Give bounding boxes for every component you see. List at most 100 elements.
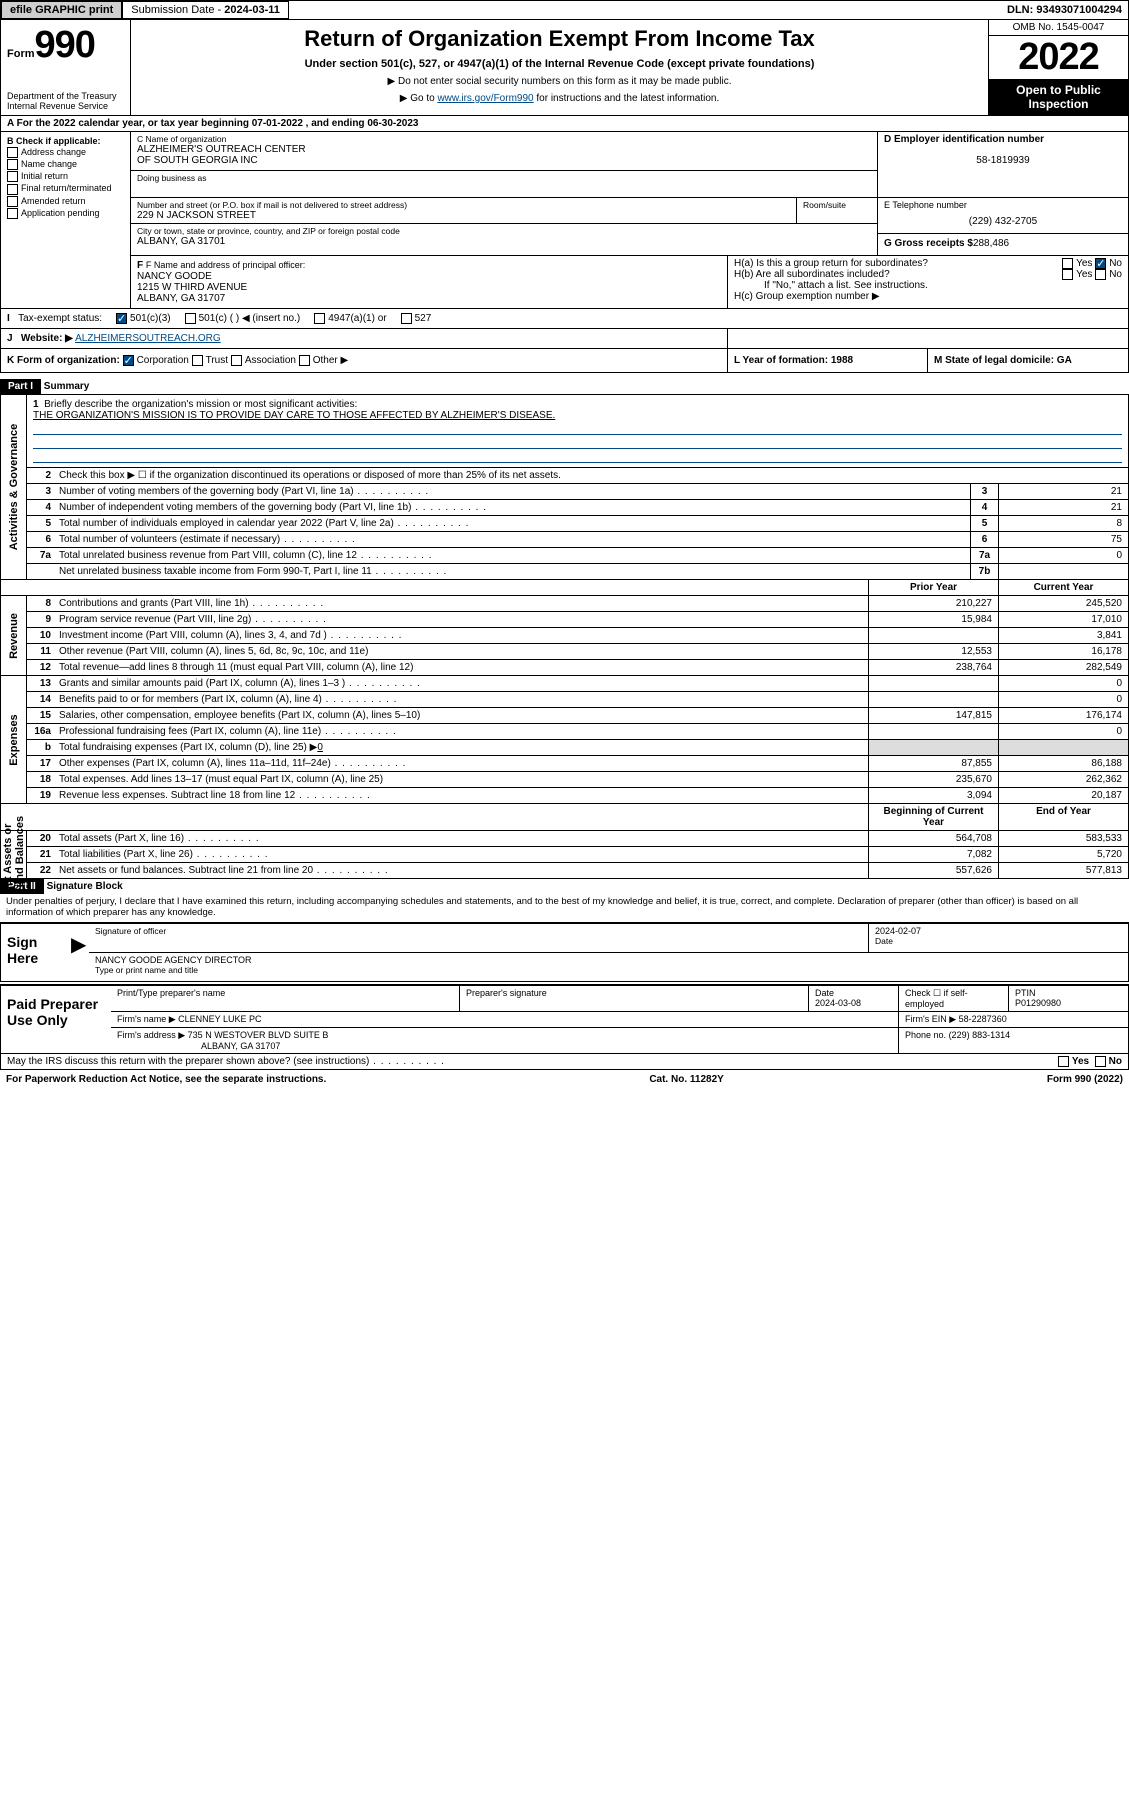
form-no: 990 (35, 24, 95, 66)
form-prefix: Form (7, 48, 35, 60)
hc-value (728, 329, 1128, 348)
p9: 15,984 (868, 612, 998, 627)
c18: 262,362 (998, 772, 1128, 787)
cb-4947[interactable] (314, 313, 325, 324)
v7a: 0 (998, 548, 1128, 563)
form-subtitle: Under section 501(c), 527, or 4947(a)(1)… (141, 58, 978, 70)
discuss-row: May the IRS discuss this return with the… (0, 1054, 1129, 1070)
footer: For Paperwork Reduction Act Notice, see … (0, 1070, 1129, 1089)
q12: Total revenue—add lines 8 through 11 (mu… (55, 660, 868, 675)
p10 (868, 628, 998, 643)
room-label: Room/suite (803, 200, 871, 210)
officer-addr1: 1215 W THIRD AVENUE (137, 282, 721, 293)
efile-print-button[interactable]: efile GRAPHIC print (1, 1, 122, 19)
prep-date: 2024-03-08 (815, 998, 861, 1008)
firm-addr2: ALBANY, GA 31707 (117, 1041, 280, 1051)
cb-name-change[interactable]: Name change (7, 159, 124, 170)
firm-phone-label: Phone no. (905, 1030, 946, 1040)
cb-initial-return[interactable]: Initial return (7, 171, 124, 182)
officer-sig-hint: Signature of officer (95, 926, 862, 936)
dba-label: Doing business as (137, 173, 871, 183)
q9: Program service revenue (Part VIII, line… (55, 612, 868, 627)
q10: Investment income (Part VIII, column (A)… (55, 628, 868, 643)
row-a-tax-year: A For the 2022 calendar year, or tax yea… (0, 116, 1129, 132)
self-emp-hint: Check ☐ if self-employed (905, 988, 968, 1009)
box-c-name: C Name of organization ALZHEIMER'S OUTRE… (131, 132, 878, 197)
ha-no[interactable] (1095, 258, 1106, 269)
c9: 17,010 (998, 612, 1128, 627)
vlabel-governance: Activities & Governance (1, 395, 27, 579)
col-begin: Beginning of Current Year (868, 804, 998, 830)
part1-body: Activities & Governance 1 Briefly descri… (0, 394, 1129, 879)
discuss-yes[interactable] (1058, 1056, 1069, 1067)
p15: 147,815 (868, 708, 998, 723)
v7b (998, 564, 1128, 579)
c14: 0 (998, 692, 1128, 707)
box-c-address: Number and street (or P.O. box if mail i… (131, 198, 878, 255)
box-f: F F Name and address of principal office… (131, 256, 728, 308)
q20: Total assets (Part X, line 16) (55, 831, 868, 846)
cb-final-return[interactable]: Final return/terminated (7, 183, 124, 194)
cb-other[interactable] (299, 355, 310, 366)
gross-receipts-value: 288,486 (973, 238, 1009, 249)
row-i: I Tax-exempt status: 501(c)(3) 501(c) ( … (0, 309, 1129, 329)
q17: Other expenses (Part IX, column (A), lin… (55, 756, 868, 771)
cb-corporation[interactable] (123, 355, 134, 366)
box-b: B Check if applicable: Address change Na… (1, 132, 131, 308)
discuss-label: May the IRS discuss this return with the… (7, 1056, 445, 1067)
org-name-2: OF SOUTH GEORGIA INC (137, 155, 871, 166)
ptin-value: P01290980 (1015, 998, 1061, 1008)
p11: 12,553 (868, 644, 998, 659)
state-domicile: M State of legal domicile: GA (928, 349, 1128, 372)
street-value: 229 N JACKSON STREET (137, 210, 790, 221)
header-right: OMB No. 1545-0047 2022 Open to Public In… (988, 20, 1128, 115)
v5: 8 (998, 516, 1128, 531)
irs-link[interactable]: www.irs.gov/Form990 (437, 93, 533, 104)
row-j: J Website: ▶ ALZHEIMERSOUTREACH.ORG (0, 329, 1129, 349)
p22: 557,626 (868, 863, 998, 878)
firm-addr1: 735 N WESTOVER BLVD SUITE B (188, 1030, 329, 1040)
org-name-label: C Name of organization (137, 134, 871, 144)
website-label: Website: ▶ (21, 333, 73, 344)
website-link[interactable]: ALZHEIMERSOUTREACH.ORG (75, 333, 221, 344)
ha-label: H(a) Is this a group return for subordin… (734, 258, 928, 269)
paid-preparer-block: Paid Preparer Use Only Print/Type prepar… (0, 984, 1129, 1054)
cb-association[interactable] (231, 355, 242, 366)
c12: 282,549 (998, 660, 1128, 675)
hb-yes[interactable] (1062, 269, 1073, 280)
hb-no[interactable] (1095, 269, 1106, 280)
cb-amended-return[interactable]: Amended return (7, 196, 124, 207)
box-e-g: E Telephone number (229) 432-2705 G Gros… (878, 198, 1128, 255)
q19: Revenue less expenses. Subtract line 18 … (55, 788, 868, 803)
col-current: Current Year (998, 580, 1128, 595)
officer-name-title: NANCY GOODE AGENCY DIRECTOR (95, 955, 1122, 965)
cb-501c3[interactable] (116, 313, 127, 324)
c19: 20,187 (998, 788, 1128, 803)
part1-header: Part I Summary (0, 379, 1129, 394)
sec-expenses: Expenses 13Grants and similar amounts pa… (1, 675, 1128, 803)
vlabel-revenue: Revenue (1, 596, 27, 675)
firm-phone: (229) 883-1314 (949, 1030, 1011, 1040)
q5: Total number of individuals employed in … (55, 516, 970, 531)
cb-application-pending[interactable]: Application pending (7, 208, 124, 219)
q22: Net assets or fund balances. Subtract li… (55, 863, 868, 878)
cb-527[interactable] (401, 313, 412, 324)
submission-date: Submission Date - 2024-03-11 (122, 1, 289, 19)
form-note1: ▶ Do not enter social security numbers o… (141, 76, 978, 87)
officer-addr2: ALBANY, GA 31707 (137, 293, 721, 304)
officer-label: F Name and address of principal officer: (146, 260, 305, 270)
c13: 0 (998, 676, 1128, 691)
cb-trust[interactable] (192, 355, 203, 366)
omb-no: OMB No. 1545-0047 (989, 20, 1128, 36)
discuss-no[interactable] (1095, 1056, 1106, 1067)
sign-here-block: Sign Here ▶ Signature of officer 2024-02… (0, 922, 1129, 982)
c17: 86,188 (998, 756, 1128, 771)
header-left: Form990 Department of the TreasuryIntern… (1, 20, 131, 115)
cb-address-change[interactable]: Address change (7, 147, 124, 158)
ein-value: 58-1819939 (884, 155, 1122, 166)
open-inspection: Open to Public Inspection (989, 79, 1128, 115)
firm-ein-label: Firm's EIN ▶ (905, 1014, 956, 1024)
p14 (868, 692, 998, 707)
cb-501c[interactable] (185, 313, 196, 324)
ha-yes[interactable] (1062, 258, 1073, 269)
